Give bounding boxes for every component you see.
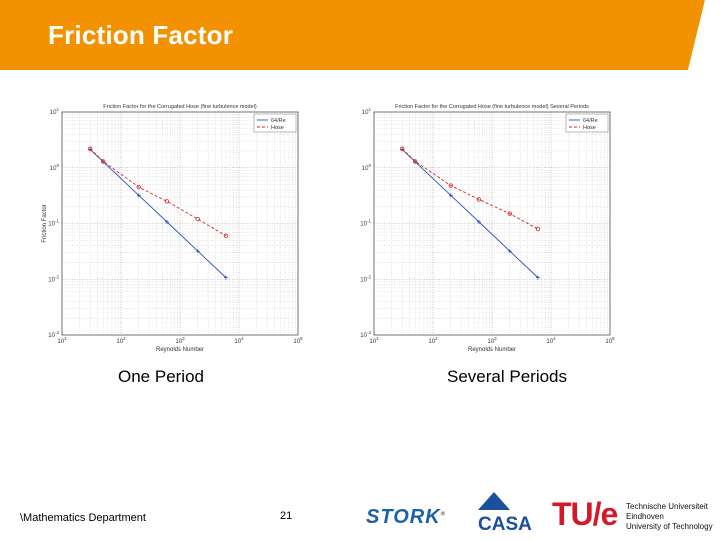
x-axis-label: Reynolds Number — [468, 347, 516, 353]
legend — [253, 113, 297, 133]
plot-frame — [61, 111, 299, 336]
y-tick-label: 10-3 — [360, 330, 371, 339]
y-tick-label: 10-1 — [360, 219, 371, 228]
data-point — [535, 275, 540, 280]
tue-line-1: Technische Universiteit — [626, 502, 708, 511]
y-tick-label: 10-2 — [360, 274, 371, 283]
legend-label: 64/Re — [271, 118, 286, 124]
data-point — [223, 233, 229, 239]
x-tick-label: 102 — [116, 336, 126, 345]
x-tick-label: 105 — [605, 336, 615, 345]
x-tick-label: 104 — [234, 336, 244, 345]
data-point — [136, 184, 141, 190]
caption-several-periods: Several Periods — [447, 367, 568, 386]
data-point — [195, 216, 200, 222]
tue-line-2: Eindhoven — [626, 512, 664, 521]
legend-label: Hose — [583, 125, 596, 131]
tue-line-3: University of Technology — [626, 522, 713, 531]
series-line-1 — [401, 148, 539, 230]
tue-logo-mark: TU/e — [552, 496, 618, 532]
caption-one-period: One Period — [118, 367, 204, 386]
tue-logo-slash — [584, 494, 604, 534]
legend-label: 64/Re — [583, 118, 598, 124]
title-banner — [0, 0, 720, 70]
data-point — [448, 183, 453, 188]
y-tick-label: 100 — [50, 163, 60, 172]
data-point — [164, 199, 170, 204]
data-point — [448, 193, 453, 198]
series-line-1 — [89, 148, 227, 237]
y-tick-label: 10-2 — [48, 274, 59, 283]
data-point — [507, 211, 512, 216]
data-point — [399, 146, 405, 151]
page-title: Friction Factor — [48, 20, 234, 50]
x-tick-label: 105 — [293, 336, 303, 345]
legend — [565, 113, 609, 133]
chart-one-period: 101 102 103 104 105 101 100 10-1 10-2 10-3 Frictio… — [42, 104, 303, 353]
legend-label: Hose — [271, 125, 284, 131]
data-point — [507, 249, 512, 254]
data-point — [535, 226, 541, 232]
y-tick-label: 101 — [362, 107, 372, 116]
y-tick-label: 100 — [362, 163, 372, 172]
x-tick-label: 101 — [57, 336, 67, 345]
x-tick-label: 101 — [369, 336, 379, 345]
data-point — [101, 159, 106, 164]
tue-logo-text: Technische Universiteit Eindhoven Univer… — [626, 502, 718, 532]
x-tick-label: 104 — [546, 336, 556, 345]
chart-title: Friction Factor for the Corrugated Hose … — [103, 104, 257, 110]
y-axis-label: Friction Factor — [42, 204, 48, 242]
data-point — [87, 146, 93, 151]
stork-logo: STORK® — [366, 506, 447, 528]
data-point — [476, 197, 482, 202]
data-point — [476, 219, 481, 224]
chart-several-periods: 101 102 103 104 105 101 100 10-1 10-2 10-3 Frictio… — [360, 104, 615, 353]
data-point — [413, 159, 418, 164]
chart-title: Friction Factor for the Corrugated Hose … — [395, 104, 589, 110]
y-tick-label: 10-3 — [48, 330, 59, 339]
y-tick-label: 101 — [50, 107, 60, 116]
x-tick-label: 103 — [175, 336, 185, 345]
y-tick-label: 10-1 — [48, 219, 59, 228]
data-point — [136, 193, 141, 198]
casa-logo: CASA — [476, 492, 538, 534]
x-tick-label: 103 — [487, 336, 497, 345]
data-point — [223, 275, 228, 280]
footer-department: \Mathematics Department — [20, 512, 146, 524]
stork-logo-text: STORK — [366, 506, 441, 528]
page-number: 21 — [280, 510, 293, 522]
data-point — [195, 249, 200, 254]
plot-frame — [373, 111, 611, 336]
x-axis-label: Reynolds Number — [156, 347, 204, 353]
casa-logo-text: CASA — [478, 514, 532, 534]
data-point — [164, 219, 169, 224]
banner-shape — [0, 0, 720, 70]
x-tick-label: 102 — [428, 336, 438, 345]
